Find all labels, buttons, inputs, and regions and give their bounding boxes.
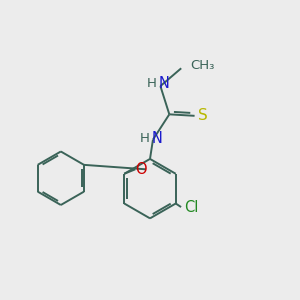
Text: CH₃: CH₃ xyxy=(191,59,215,72)
Text: N: N xyxy=(152,130,162,146)
Text: H: H xyxy=(140,132,150,145)
Text: N: N xyxy=(159,76,170,91)
Text: Cl: Cl xyxy=(184,200,199,214)
Text: S: S xyxy=(198,108,208,123)
Text: H: H xyxy=(147,77,157,90)
Text: O: O xyxy=(135,162,146,177)
